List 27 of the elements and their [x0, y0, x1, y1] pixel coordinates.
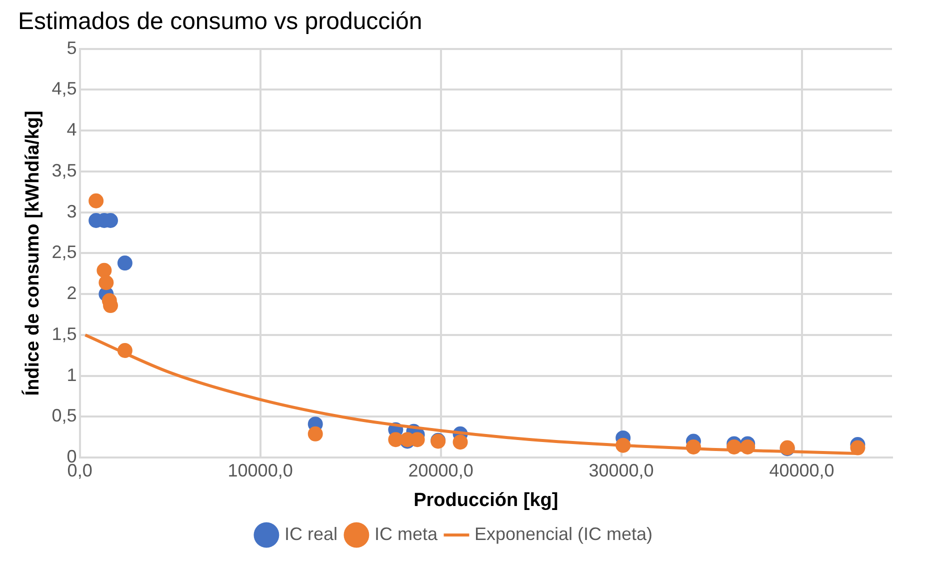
point	[98, 275, 114, 290]
x-tick-label: 40000,0	[769, 460, 834, 480]
point	[850, 440, 866, 456]
y-tick-label: 4,5	[52, 78, 77, 99]
point	[96, 262, 112, 278]
point	[88, 193, 104, 208]
y-tick-label: 5	[66, 38, 77, 58]
point	[117, 256, 132, 271]
y-axis-title: Índice de consumo [kWhdía/kg]	[22, 110, 44, 396]
chart-title: Estimados de consumo vs producción	[18, 8, 422, 36]
point	[308, 426, 323, 442]
legend-label: IC real	[284, 524, 338, 544]
x-axis-title: Producción [kg]	[414, 490, 558, 511]
legend-label: IC meta	[374, 524, 438, 544]
y-tick-label: 4	[66, 120, 77, 140]
y-tick-label: 2,5	[52, 242, 77, 262]
y-tick-label: 0,5	[52, 406, 77, 426]
x-tick-label: 30000,0	[588, 460, 654, 480]
x-tick-label: 10000,0	[228, 460, 293, 480]
y-tick-label: 1	[66, 364, 77, 385]
y-tick-label: 3	[66, 201, 77, 222]
y-tick-label: 3,5	[52, 160, 77, 180]
y-tick-label: 2	[66, 283, 77, 304]
point	[452, 434, 468, 450]
y-tick-label: 1,5	[52, 324, 77, 344]
x-tick-label: 20000,0	[408, 460, 474, 480]
legend-label: Exponencial (IC meta)	[474, 524, 653, 544]
